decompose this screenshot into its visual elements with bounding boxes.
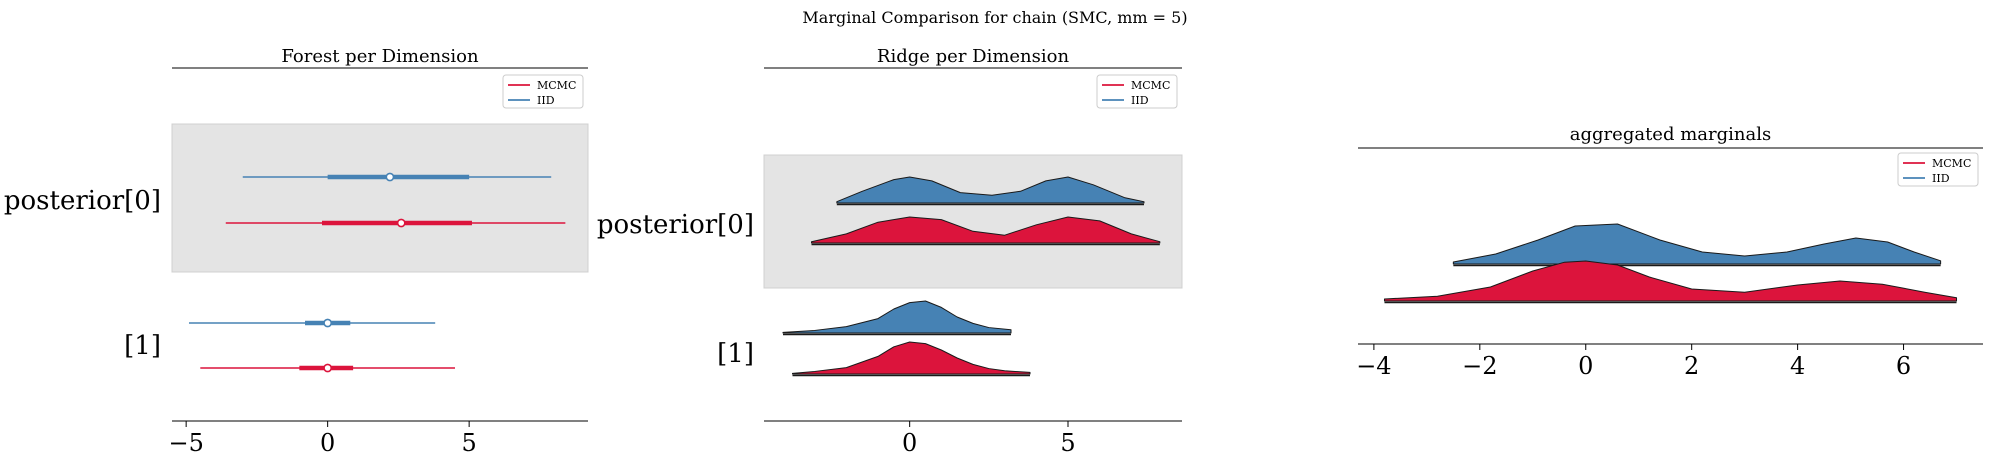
x-tick-label: −5 xyxy=(168,429,203,457)
x-tick-label: 0 xyxy=(1578,352,1593,380)
panel-2: Ridge per Dimension posterior[0] [1] 0 5 MCMC… xyxy=(597,46,1183,457)
legend: MCMC IID xyxy=(502,74,584,109)
x-tick-label: 0 xyxy=(320,429,335,457)
x-tick-label: 2 xyxy=(1684,352,1699,380)
iid-density-ridge xyxy=(1452,223,1942,265)
panel-title: aggregated marginals xyxy=(1570,124,1771,145)
iid-density-ridge xyxy=(782,300,1012,334)
row-highlight-band xyxy=(763,154,1183,289)
panel-3: aggregated marginals −4 −2 0 2 4 6 MCMC IID xyxy=(1356,124,1983,380)
x-tick-label: 0 xyxy=(902,429,917,457)
iid-density-ridge xyxy=(836,176,1145,204)
panel-title: Ridge per Dimension xyxy=(877,46,1070,67)
mcmc-median-point xyxy=(396,218,406,228)
x-tick-label: 5 xyxy=(462,429,477,457)
x-tick-label: 6 xyxy=(1896,352,1911,380)
mcmc-density-ridge xyxy=(792,341,1031,375)
x-tick-label: 4 xyxy=(1790,352,1805,380)
legend: MCMC IID xyxy=(1096,74,1178,109)
iid-median-point xyxy=(385,172,395,182)
row-label: [1] xyxy=(717,339,754,369)
mcmc-legend-label: MCMC xyxy=(537,79,576,92)
panel-title: Forest per Dimension xyxy=(281,46,479,67)
iid-legend-label: IID xyxy=(1131,94,1149,107)
mcmc-density-ridge xyxy=(1383,260,1958,302)
row-label: posterior[0] xyxy=(597,210,754,240)
row-label: posterior[0] xyxy=(4,186,161,216)
figure-suptitle: Marginal Comparison for chain (SMC, mm =… xyxy=(802,8,1187,27)
panel-1: Forest per Dimension posterior[0] [1] −5 0 5 M… xyxy=(4,46,589,457)
mcmc-legend-label: MCMC xyxy=(1932,157,1971,170)
row-highlight-band xyxy=(171,123,589,273)
mcmc-legend-label: MCMC xyxy=(1131,79,1170,92)
x-tick-label: −2 xyxy=(1462,352,1497,380)
iid-median-point xyxy=(323,318,333,328)
mcmc-median-point xyxy=(323,363,333,373)
mcmc-density-ridge xyxy=(811,216,1161,244)
x-tick-label: −4 xyxy=(1356,352,1391,380)
row-label: [1] xyxy=(124,331,161,361)
iid-legend-label: IID xyxy=(1932,172,1950,185)
iid-legend-label: IID xyxy=(537,94,555,107)
x-tick-label: 5 xyxy=(1060,429,1075,457)
legend: MCMC IID xyxy=(1897,152,1979,187)
